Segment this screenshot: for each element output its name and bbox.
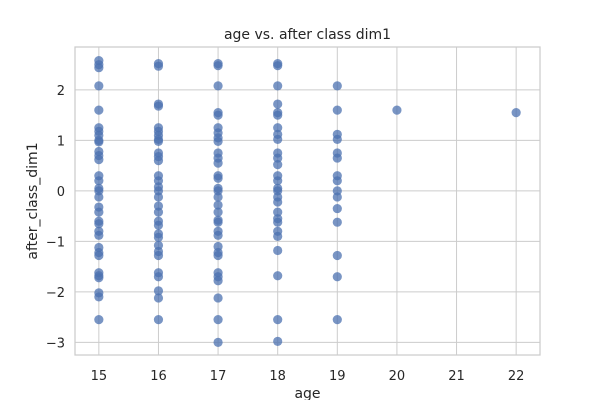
data-point bbox=[94, 176, 104, 186]
data-point bbox=[332, 315, 342, 325]
y-tick-label: 1 bbox=[57, 134, 65, 149]
data-point bbox=[153, 156, 164, 166]
data-points bbox=[94, 56, 521, 347]
y-tick-label: 0 bbox=[57, 185, 65, 200]
data-point bbox=[153, 293, 164, 303]
data-point bbox=[213, 61, 223, 71]
x-axis-ticks: 15 16 17 18 19 20 21 22 bbox=[91, 369, 525, 384]
data-point bbox=[213, 315, 223, 325]
x-tick-label: 16 bbox=[150, 369, 167, 384]
data-point bbox=[153, 101, 164, 111]
plot-area-frame bbox=[74, 46, 541, 356]
data-point bbox=[94, 81, 104, 91]
data-point bbox=[213, 110, 223, 120]
y-tick-label: −1 bbox=[46, 235, 65, 250]
x-tick-label: 19 bbox=[329, 369, 346, 384]
data-point bbox=[273, 160, 283, 170]
data-point bbox=[153, 272, 164, 282]
x-tick-label: 17 bbox=[210, 369, 227, 384]
data-point bbox=[273, 197, 283, 207]
data-point bbox=[332, 176, 342, 186]
data-point bbox=[153, 207, 164, 217]
data-point bbox=[332, 203, 342, 214]
data-point bbox=[213, 136, 223, 147]
data-point bbox=[94, 292, 104, 302]
data-point bbox=[213, 173, 223, 183]
data-point bbox=[273, 231, 283, 241]
data-point bbox=[273, 217, 283, 227]
data-point bbox=[213, 230, 223, 240]
data-point bbox=[273, 81, 283, 91]
data-point bbox=[153, 250, 164, 261]
data-point bbox=[213, 276, 223, 286]
x-tick-label: 18 bbox=[269, 369, 286, 384]
data-point bbox=[332, 272, 342, 282]
data-point bbox=[94, 315, 104, 325]
data-point bbox=[332, 134, 342, 144]
x-axis-label: age bbox=[294, 386, 320, 400]
data-point bbox=[332, 217, 342, 227]
data-point bbox=[94, 207, 104, 217]
y-axis-label: after_class_dim1 bbox=[25, 142, 41, 259]
data-point bbox=[94, 154, 104, 165]
data-point bbox=[94, 219, 104, 229]
data-point bbox=[94, 63, 104, 73]
data-point bbox=[213, 207, 223, 217]
data-point bbox=[94, 105, 104, 115]
y-tick-label: −3 bbox=[46, 336, 65, 351]
data-point bbox=[153, 220, 164, 230]
data-point bbox=[273, 176, 283, 186]
data-point bbox=[332, 192, 342, 202]
y-tick-label: 2 bbox=[57, 84, 65, 99]
data-point bbox=[153, 61, 164, 71]
data-point bbox=[273, 153, 283, 163]
data-point bbox=[332, 250, 342, 261]
data-point bbox=[273, 336, 283, 346]
data-point bbox=[213, 158, 223, 168]
data-point bbox=[213, 217, 223, 227]
data-point bbox=[213, 337, 223, 347]
data-point bbox=[213, 192, 223, 202]
data-point bbox=[273, 99, 283, 109]
data-point bbox=[153, 232, 164, 242]
data-point bbox=[213, 293, 223, 303]
data-point bbox=[392, 105, 402, 115]
data-point bbox=[273, 245, 283, 256]
data-point bbox=[273, 134, 283, 144]
data-point bbox=[273, 315, 283, 325]
data-point bbox=[273, 110, 283, 120]
data-point bbox=[273, 271, 283, 281]
data-point bbox=[511, 108, 521, 118]
x-tick-label: 22 bbox=[508, 369, 525, 384]
chart-title: age vs. after class dim1 bbox=[224, 27, 391, 43]
x-tick-label: 15 bbox=[91, 369, 108, 384]
data-point bbox=[153, 315, 164, 325]
data-point bbox=[94, 137, 104, 147]
data-point bbox=[332, 105, 342, 115]
data-point bbox=[153, 192, 164, 202]
data-point bbox=[94, 250, 104, 261]
data-point bbox=[273, 207, 283, 217]
x-tick-label: 20 bbox=[389, 369, 406, 384]
y-axis-ticks: −3 −2 −1 0 1 2 bbox=[46, 84, 65, 351]
data-point bbox=[273, 123, 283, 133]
data-point bbox=[94, 273, 104, 283]
data-point bbox=[94, 192, 104, 202]
data-point bbox=[273, 61, 283, 71]
data-point bbox=[332, 81, 342, 91]
x-tick-label: 21 bbox=[448, 369, 465, 384]
data-point bbox=[213, 81, 223, 91]
data-point bbox=[94, 230, 104, 240]
data-point bbox=[153, 286, 164, 296]
data-point bbox=[213, 250, 223, 261]
data-point bbox=[213, 200, 223, 210]
data-point bbox=[332, 153, 342, 163]
y-tick-label: −2 bbox=[46, 286, 65, 301]
data-point bbox=[153, 136, 164, 147]
